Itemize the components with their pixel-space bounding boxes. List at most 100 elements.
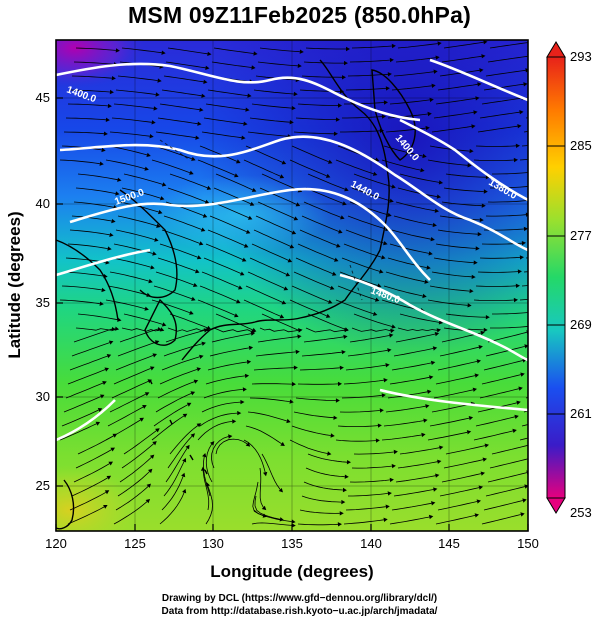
- streamline-arrowhead: [512, 428, 517, 433]
- streamline: [441, 55, 482, 63]
- streamline-arrowhead: [385, 504, 390, 509]
- streamline: [115, 89, 156, 95]
- streamline: [301, 75, 343, 78]
- streamline: [297, 243, 335, 260]
- streamline-arrowhead: [480, 471, 485, 476]
- streamline: [73, 463, 110, 483]
- streamline-arrowhead: [189, 170, 194, 175]
- y-tick-label: 30: [36, 389, 50, 404]
- streamline: [213, 327, 253, 333]
- streamline-arrowhead: [344, 60, 348, 66]
- streamline-arrowhead: [201, 93, 206, 98]
- streamline-arrowhead: [479, 68, 484, 73]
- streamline: [487, 200, 528, 203]
- streamline-arrowhead: [532, 170, 536, 174]
- streamline-arrowhead: [115, 48, 120, 53]
- streamline-arrowhead: [432, 222, 437, 228]
- streamline-arrowhead: [466, 430, 472, 435]
- streamline: [107, 406, 144, 427]
- streamline: [255, 215, 293, 233]
- streamline-arrowhead: [570, 344, 575, 348]
- streamline: [257, 61, 298, 67]
- streamline-arrowhead: [387, 212, 392, 217]
- streamline-arrowhead: [381, 393, 386, 398]
- streamline: [167, 327, 207, 332]
- streamline-arrowhead: [246, 359, 252, 365]
- streamline: [399, 173, 440, 183]
- streamline: [391, 362, 432, 371]
- streamline-arrowhead: [297, 63, 302, 68]
- streamline: [347, 73, 389, 77]
- streamline-arrowhead: [436, 194, 441, 199]
- streamline-arrowhead: [467, 303, 472, 308]
- streamline-arrowhead: [193, 379, 199, 384]
- streamline: [389, 243, 429, 254]
- colorbar-label: 269: [570, 317, 592, 332]
- streamline-arrowhead: [570, 84, 574, 88]
- streamline: [347, 349, 388, 357]
- streamline-arrowhead: [383, 517, 388, 522]
- streamline: [107, 145, 148, 156]
- streamline: [353, 451, 394, 455]
- streamline-arrowhead: [574, 456, 578, 460]
- streamline-arrowhead: [391, 324, 396, 329]
- streamline: [67, 369, 106, 385]
- streamline: [293, 131, 335, 135]
- streamline-arrowhead: [144, 166, 149, 171]
- streamline-arrowhead: [426, 265, 431, 270]
- colorbar: 293 285 277 269 261 253: [546, 41, 592, 520]
- streamline: [345, 506, 386, 511]
- streamline-arrowhead: [521, 241, 526, 246]
- streamline-arrowhead: [435, 473, 440, 478]
- streamline: [59, 423, 97, 441]
- streamline: [345, 88, 387, 91]
- streamline-arrowhead: [437, 41, 442, 46]
- streamline-arrowhead: [338, 229, 343, 234]
- streamline: [115, 486, 149, 511]
- streamline: [73, 61, 114, 65]
- streamline-arrowhead: [433, 487, 438, 492]
- streamline: [69, 491, 107, 511]
- streamline-arrowhead: [436, 328, 441, 333]
- streamline: [169, 425, 199, 455]
- streamline-arrowhead: [250, 331, 256, 336]
- streamline-arrowhead: [428, 514, 434, 520]
- streamline-arrowhead: [278, 488, 283, 493]
- streamline-arrowhead: [152, 353, 157, 358]
- streamline: [341, 257, 380, 272]
- streamline-arrowhead: [391, 184, 396, 189]
- streamline: [339, 271, 378, 286]
- streamline: [65, 117, 107, 121]
- streamline: [519, 437, 528, 441]
- streamline: [161, 356, 200, 371]
- streamline: [391, 502, 432, 511]
- streamline-arrowhead: [333, 131, 338, 136]
- streamline: [289, 439, 328, 454]
- streamline: [247, 411, 288, 422]
- streamline-arrowhead: [431, 83, 436, 88]
- streamline: [485, 214, 527, 217]
- streamline: [337, 425, 379, 427]
- x-tick-label: 135: [281, 536, 303, 551]
- streamline: [159, 492, 185, 525]
- streamline: [203, 117, 244, 125]
- streamline-arrowhead: [475, 96, 480, 101]
- streamline-arrowhead: [478, 485, 483, 490]
- streamline: [483, 83, 524, 91]
- streamline-arrowhead: [469, 148, 474, 154]
- streamline-arrowhead: [295, 349, 300, 355]
- streamline-arrowhead: [430, 237, 435, 242]
- streamline: [159, 103, 200, 111]
- streamline: [445, 445, 486, 455]
- streamline: [115, 355, 154, 371]
- streamline: [307, 173, 346, 190]
- streamline: [259, 47, 300, 53]
- y-tick-label: 40: [36, 196, 50, 211]
- streamline: [303, 336, 344, 343]
- streamline-arrowhead: [97, 408, 103, 412]
- streamline: [165, 447, 188, 483]
- streamline-arrowhead: [342, 75, 346, 80]
- streamline-arrowhead: [148, 279, 153, 284]
- streamline: [115, 229, 155, 241]
- streamline-arrowhead: [438, 180, 444, 185]
